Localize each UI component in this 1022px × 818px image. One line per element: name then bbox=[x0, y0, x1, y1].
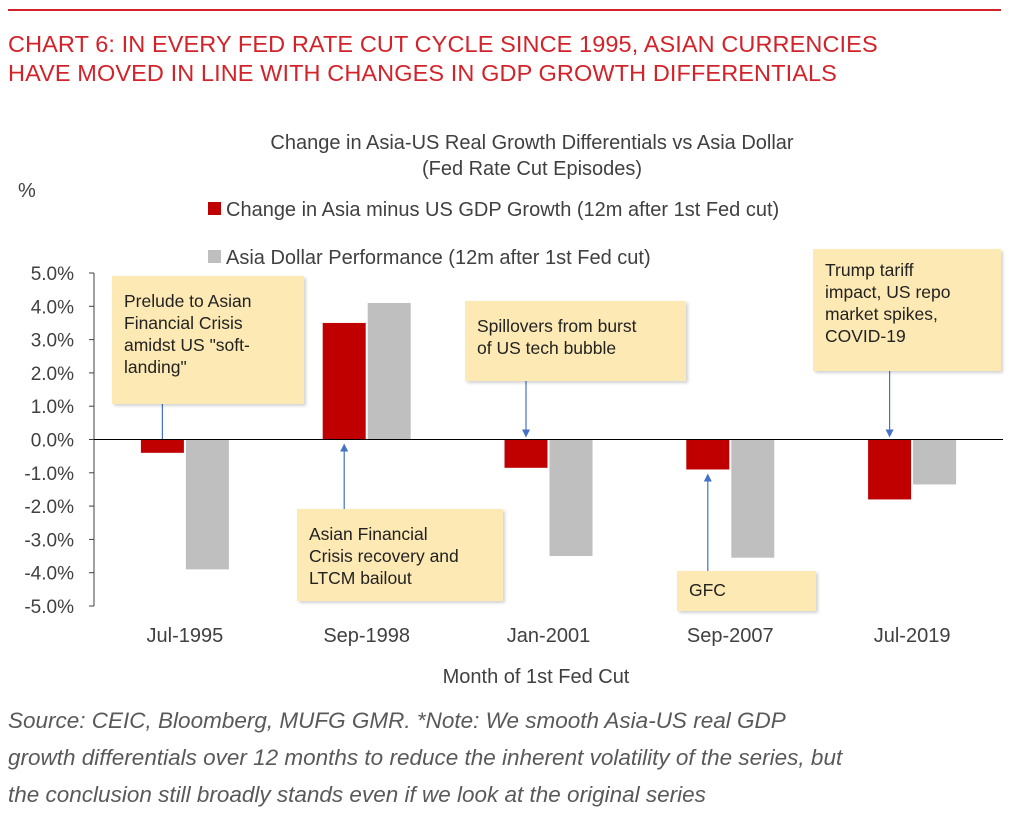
annotation-line: Crisis recovery and bbox=[309, 546, 459, 566]
x-tick-label: Sep-2007 bbox=[687, 625, 774, 647]
bar-gdp-diff-jul-1995 bbox=[140, 439, 184, 453]
bar-asia-dollar-jan-2001 bbox=[549, 439, 593, 557]
bars bbox=[140, 302, 957, 570]
bar-asia-dollar-jul-1995 bbox=[185, 439, 229, 570]
y-tick-label: -3.0% bbox=[24, 530, 74, 551]
annotation-line: COVID-19 bbox=[825, 326, 906, 346]
y-tick-label: -2.0% bbox=[24, 497, 74, 518]
annotation-line: impact, US repo bbox=[825, 282, 951, 302]
y-tick-label: 3.0% bbox=[31, 331, 74, 352]
headline-line-1: CHART 6: IN EVERY FED RATE CUT CYCLE SIN… bbox=[8, 31, 878, 57]
chart-subtitle: (Fed Rate Cut Episodes) bbox=[422, 158, 642, 180]
x-tick-labels: Jul-1995 Sep-1998 Jan-2001 Sep-2007 Jul-2019 bbox=[147, 625, 951, 647]
axes bbox=[89, 272, 1003, 607]
y-tick-label: 0.0% bbox=[31, 431, 74, 452]
x-tick-label: Jul-1995 bbox=[147, 625, 224, 647]
annotation-line: Trump tariff bbox=[825, 260, 914, 280]
annotation-arrows bbox=[158, 371, 894, 571]
bar-asia-dollar-sep-2007 bbox=[731, 439, 775, 558]
x-tick-label: Jul-2019 bbox=[874, 625, 951, 647]
annotation-trump-tariff: Trump tariff impact, US repo market spik… bbox=[813, 249, 1001, 371]
bar-asia-dollar-sep-1998 bbox=[367, 302, 411, 440]
annotation-line: market spikes, bbox=[825, 304, 938, 324]
bar-gdp-diff-sep-2007 bbox=[686, 439, 730, 470]
x-tick-label: Sep-1998 bbox=[323, 625, 410, 647]
y-tick-label: 4.0% bbox=[31, 297, 74, 318]
source-note: Source: CEIC, Bloomberg, MUFG GMR. *Note… bbox=[8, 702, 1013, 813]
chart: Change in Asia-US Real Growth Differenti… bbox=[18, 132, 1003, 688]
headline-line-2: HAVE MOVED IN LINE WITH CHANGES IN GDP G… bbox=[8, 60, 837, 86]
y-tick-label: -4.0% bbox=[24, 564, 74, 585]
bar-gdp-diff-jul-2019 bbox=[868, 439, 912, 500]
annotation-line: landing" bbox=[124, 357, 187, 377]
x-axis-label: Month of 1st Fed Cut bbox=[443, 666, 630, 688]
legend-swatch-grey bbox=[208, 250, 221, 263]
source-line-2: growth differentials over 12 months to r… bbox=[8, 745, 843, 770]
annotation-line: GFC bbox=[689, 580, 726, 600]
annotation-line: Asian Financial bbox=[309, 524, 428, 544]
y-tick-labels: 5.0% 4.0% 3.0% 2.0% 1.0% 0.0% -1.0% -2.0% -3.0% -… bbox=[24, 264, 74, 618]
source-line-1: Source: CEIC, Bloomberg, MUFG GMR. *Note… bbox=[8, 708, 786, 733]
annotation-line: of US tech bubble bbox=[477, 338, 617, 358]
annotation-line: Financial Crisis bbox=[124, 313, 243, 333]
y-tick-label: 2.0% bbox=[31, 364, 74, 385]
source-line-3: the conclusion still broadly stands even… bbox=[8, 782, 706, 807]
annotation-line: Spillovers from burst bbox=[477, 316, 637, 336]
annotation-line: amidst US "soft- bbox=[124, 335, 250, 355]
annotation-line: LTCM bailout bbox=[309, 568, 412, 588]
annotation-tech-bubble: Spillovers from burst of US tech bubble bbox=[465, 301, 686, 381]
x-tick-label: Jan-2001 bbox=[507, 625, 590, 647]
y-tick-label: -1.0% bbox=[24, 464, 74, 485]
legend-label-red: Change in Asia minus US GDP Growth (12m … bbox=[226, 199, 779, 221]
chart-title: Change in Asia-US Real Growth Differenti… bbox=[270, 132, 794, 154]
y-tick-label: 5.0% bbox=[31, 264, 74, 285]
bar-asia-dollar-jul-2019 bbox=[913, 439, 957, 485]
legend-swatch-red bbox=[208, 202, 221, 215]
y-tick-label: 1.0% bbox=[31, 397, 74, 418]
legend-label-grey: Asia Dollar Performance (12m after 1st F… bbox=[226, 247, 651, 269]
bar-gdp-diff-jan-2001 bbox=[504, 439, 548, 468]
y-tick-label: -5.0% bbox=[24, 597, 74, 618]
page-title: CHART 6: IN EVERY FED RATE CUT CYCLE SIN… bbox=[8, 30, 1008, 88]
y-axis-label: % bbox=[18, 180, 36, 202]
top-rule bbox=[8, 9, 1001, 11]
annotation-prelude-asian-crisis: Prelude to Asian Financial Crisis amidst… bbox=[112, 276, 304, 404]
annotation-asian-crisis-recovery: Asian Financial Crisis recovery and LTCM… bbox=[297, 509, 503, 601]
annotation-gfc: GFC bbox=[677, 571, 816, 611]
bar-gdp-diff-sep-1998 bbox=[322, 322, 366, 440]
annotation-line: Prelude to Asian bbox=[124, 291, 252, 311]
